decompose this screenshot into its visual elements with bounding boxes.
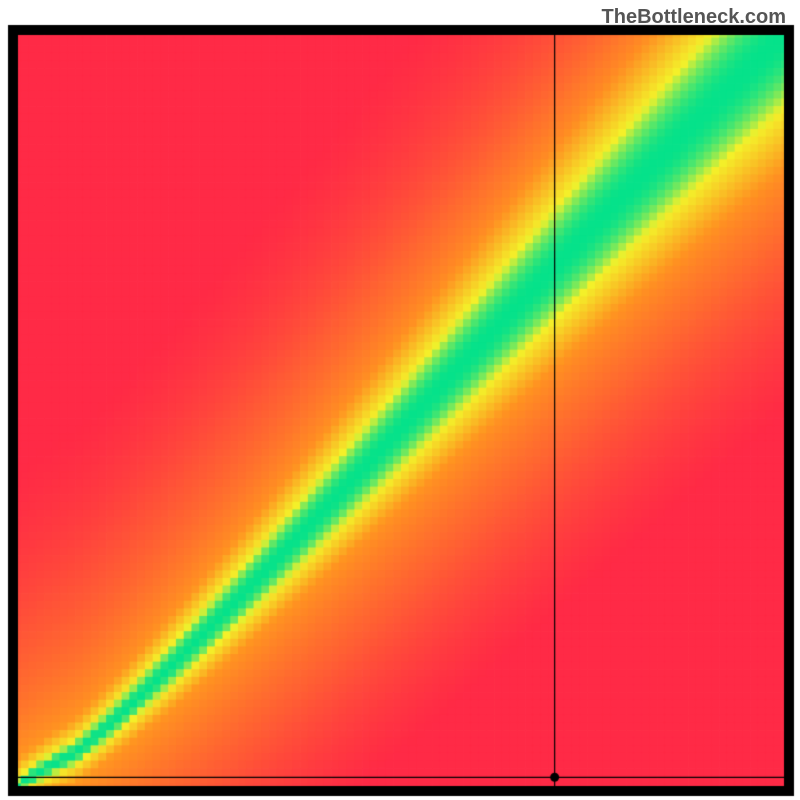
bottleneck-heatmap — [0, 0, 800, 800]
